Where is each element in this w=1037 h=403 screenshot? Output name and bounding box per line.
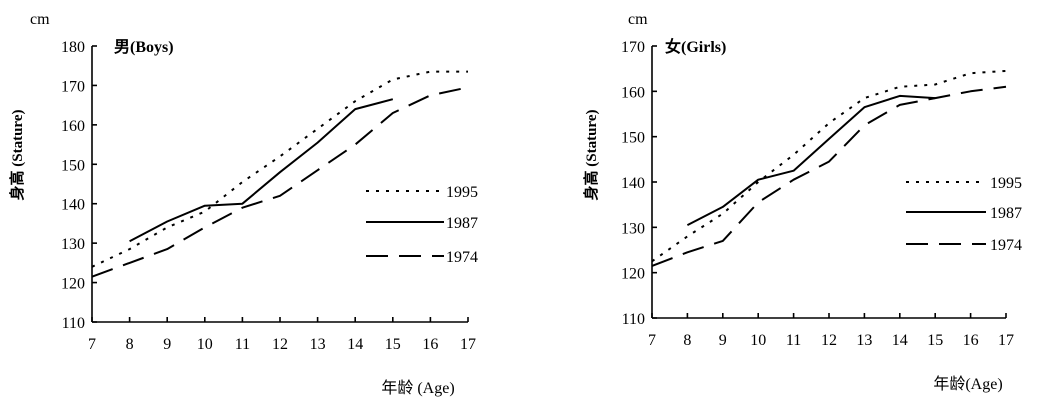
girls-y-tick-label: 150 [621,130,645,147]
girls-unit-label: cm [628,11,648,28]
girls-y-tick-label: 140 [621,175,645,192]
boys-x-tick-label: 12 [272,336,288,353]
boys-y-tick-label: 110 [62,315,85,332]
boys-y-tick-label: 130 [61,236,85,253]
girls-x-tick-label: 9 [719,332,727,349]
boys-y-tick-label: 140 [61,197,85,214]
boys-x-tick-label: 10 [197,336,213,353]
girls-y-tick-label: 130 [621,220,645,237]
boys-x-tick-label: 9 [163,336,171,353]
boys-series-line-1987 [129,98,394,243]
boys-y-tick-label: 120 [61,276,85,293]
girls-series-line-1987 [686,94,936,226]
boys-x-tick-label: 11 [235,336,250,353]
girls-y-tick-label: 120 [621,266,645,283]
girls-x-tick-label: 17 [998,332,1014,349]
boys-legend-label-1995: 1995 [446,184,478,201]
girls-legend-label-1987: 1987 [990,205,1022,222]
boys-x-tick-label: 17 [460,336,476,353]
boys-y-tick-label: 160 [61,118,85,135]
girls-x-tick-label: 14 [892,332,908,349]
boys-unit-label: cm [30,11,50,28]
boys-x-tick-label: 7 [88,336,96,353]
girls-chart: cm 女(Girls) 110 120 130 140 150 160 170 7 8 9 10 11 12… [582,11,1022,393]
girls-y-tick-label: 170 [621,39,645,56]
girls-y-tick-label: 110 [622,311,645,328]
girls-x-axis-label: 年龄(Age) [933,375,1002,393]
boys-x-axis-label: 年龄 (Age) [381,379,454,397]
boys-series-line-1995 [91,70,468,268]
boys-y-tick-label: 170 [61,78,85,95]
girls-x-tick-label: 11 [786,332,801,349]
boys-x-tick-label: 8 [126,336,134,353]
boys-y-axis-label: 身高 (Stature) [8,110,26,201]
girls-x-tick-label: 16 [963,332,979,349]
girls-x-tick-label: 15 [927,332,943,349]
boys-legend-label-1974: 1974 [446,249,478,266]
girls-x-tick-label: 13 [856,332,872,349]
girls-series-line-1974 [651,85,1007,267]
boys-chart: cm 男(Boys) 110 120 130 140 150 160 170 180 7 8 9 10 11… [8,11,478,397]
boys-y-tick-label: 180 [61,39,85,56]
girls-legend-label-1995: 1995 [990,175,1022,192]
boys-y-tick-label: 150 [61,157,85,174]
boys-chart-title: 男(Boys) [114,38,174,56]
girls-x-tick-label: 7 [648,332,656,349]
girls-x-tick-label: 12 [821,332,837,349]
girls-x-tick-label: 8 [683,332,691,349]
girls-chart-title: 女(Girls) [665,37,726,56]
girls-y-axis-label: 身高 (Stature) [582,110,600,201]
boys-x-tick-label: 15 [385,336,401,353]
boys-x-tick-label: 13 [310,336,326,353]
girls-x-tick-label: 10 [750,332,766,349]
girls-y-tick-label: 160 [621,84,645,101]
girls-legend-label-1974: 1974 [990,237,1022,254]
girls-series-line-1995 [651,69,1007,263]
boys-x-tick-label: 16 [422,336,438,353]
boys-series-line-1974 [91,86,469,278]
boys-legend-label-1987: 1987 [446,215,478,232]
boys-x-tick-label: 14 [347,336,363,353]
